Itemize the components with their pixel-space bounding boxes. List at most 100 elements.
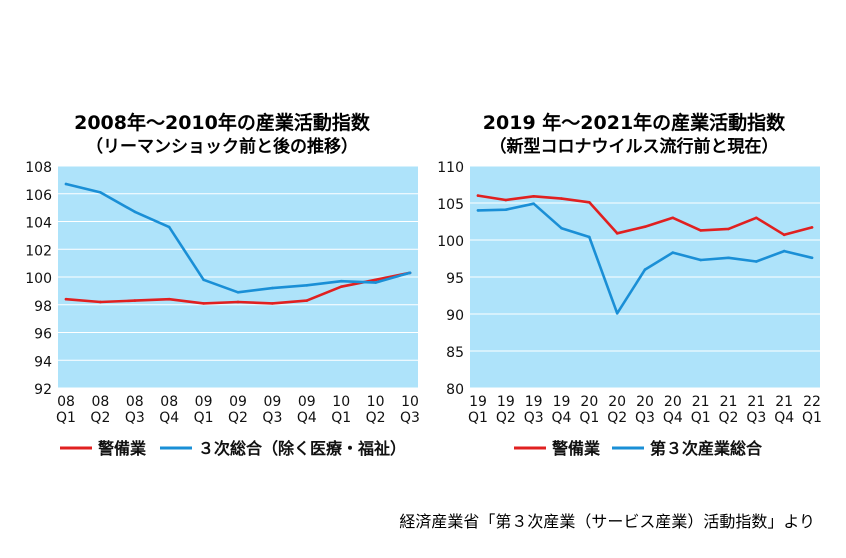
data-point bbox=[643, 225, 647, 228]
chart-right-x-ticks: 19Q119Q219Q319Q420Q120Q220Q320Q421Q121Q2… bbox=[468, 394, 822, 426]
data-point bbox=[671, 216, 675, 220]
x-tick-year: 09 bbox=[263, 394, 281, 410]
data-point bbox=[271, 286, 274, 290]
data-point bbox=[202, 302, 205, 305]
x-tick-quarter: Q3 bbox=[262, 410, 282, 426]
data-point bbox=[615, 311, 619, 315]
y-tick-label: 105 bbox=[437, 197, 464, 213]
x-tick-quarter: Q2 bbox=[607, 410, 627, 426]
chart-right-y-ticks: 80 85 90 95 100 105 110 bbox=[437, 160, 464, 398]
data-point bbox=[305, 284, 309, 287]
x-tick-year: 20 bbox=[608, 394, 626, 410]
x-tick-quarter: Q4 bbox=[297, 410, 317, 426]
y-tick-label: 90 bbox=[446, 308, 464, 324]
data-point bbox=[755, 260, 758, 263]
data-point bbox=[727, 256, 730, 260]
y-tick-label: 85 bbox=[446, 345, 464, 361]
x-tick-year: 21 bbox=[720, 394, 738, 410]
x-tick-quarter: Q1 bbox=[579, 410, 599, 426]
x-tick-quarter: Q1 bbox=[194, 410, 214, 426]
x-tick-year: 10 bbox=[401, 394, 419, 410]
x-tick-quarter: Q4 bbox=[663, 410, 683, 426]
y-tick-label: 96 bbox=[34, 327, 52, 343]
data-point bbox=[615, 232, 619, 235]
x-tick-year: 10 bbox=[367, 394, 385, 410]
y-tick-label: 98 bbox=[34, 299, 52, 315]
x-tick-quarter: Q3 bbox=[125, 410, 145, 426]
chart-right: 2019 年～2021年の産業活動指数 （新型コロナウイルス流行前と現在） 80… bbox=[437, 111, 822, 458]
x-tick-quarter: Q3 bbox=[746, 410, 766, 426]
data-point bbox=[560, 197, 563, 200]
chart-left-series bbox=[64, 182, 412, 305]
chart-left: 2008年～2010年の産業活動指数 （リーマンショック前と後の推移） 92 94… bbox=[25, 111, 420, 458]
data-point bbox=[699, 229, 702, 232]
data-point bbox=[643, 268, 647, 271]
chart-left-x-ticks: 08Q108Q208Q308Q409Q109Q209Q309Q410Q110Q2… bbox=[56, 394, 420, 426]
data-point bbox=[339, 285, 343, 289]
x-tick-quarter: Q2 bbox=[719, 410, 739, 426]
chart-left-title: 2008年～2010年の産業活動指数 bbox=[74, 111, 371, 134]
y-tick-label: 94 bbox=[34, 354, 52, 370]
data-point bbox=[271, 302, 274, 305]
x-tick-year: 21 bbox=[775, 394, 793, 410]
x-tick-quarter: Q2 bbox=[228, 410, 248, 426]
data-point bbox=[339, 279, 343, 283]
x-tick-year: 08 bbox=[160, 394, 178, 410]
data-point bbox=[167, 225, 171, 229]
chart-left-gridlines bbox=[58, 165, 418, 389]
data-point bbox=[727, 227, 730, 231]
data-point bbox=[236, 300, 240, 304]
x-tick-year: 19 bbox=[525, 394, 543, 410]
data-point bbox=[476, 209, 480, 212]
data-point bbox=[236, 290, 240, 294]
data-point bbox=[374, 278, 377, 282]
x-tick-quarter: Q1 bbox=[468, 410, 488, 426]
x-tick-year: 20 bbox=[580, 394, 598, 410]
x-tick-year: 22 bbox=[803, 394, 821, 410]
x-tick-quarter: Q1 bbox=[56, 410, 76, 426]
x-tick-year: 09 bbox=[195, 394, 213, 410]
chart-right-subtitle: （新型コロナウイルス流行前と現在） bbox=[490, 136, 779, 157]
y-tick-label: 80 bbox=[446, 382, 464, 398]
x-tick-quarter: Q4 bbox=[159, 410, 179, 426]
data-point bbox=[532, 195, 535, 198]
legend-label: 警備業 bbox=[551, 439, 601, 458]
chart-right-legend: 警備業 第３次産業総合 bbox=[514, 439, 763, 458]
data-point bbox=[64, 297, 68, 301]
data-point bbox=[588, 200, 591, 204]
x-tick-year: 21 bbox=[747, 394, 765, 410]
data-point bbox=[755, 216, 758, 220]
x-tick-year: 21 bbox=[692, 394, 710, 410]
y-tick-label: 104 bbox=[25, 216, 52, 232]
x-tick-quarter: Q3 bbox=[524, 410, 544, 426]
x-tick-year: 19 bbox=[553, 394, 571, 410]
x-tick-year: 10 bbox=[332, 394, 350, 410]
x-tick-year: 19 bbox=[469, 394, 487, 410]
chart-left-legend: 警備業 ３次総合（除く医療・福祉） bbox=[60, 439, 406, 458]
x-tick-year: 20 bbox=[664, 394, 682, 410]
chart-left-subtitle: （リーマンショック前と後の推移） bbox=[86, 136, 358, 157]
data-point bbox=[504, 208, 508, 211]
x-tick-quarter: Q4 bbox=[552, 410, 572, 426]
x-tick-quarter: Q3 bbox=[400, 410, 420, 426]
data-point bbox=[133, 210, 137, 214]
data-point bbox=[588, 235, 591, 239]
x-tick-quarter: Q1 bbox=[331, 410, 351, 426]
y-tick-label: 92 bbox=[34, 382, 52, 398]
x-tick-quarter: Q2 bbox=[366, 410, 386, 426]
y-tick-label: 108 bbox=[25, 160, 52, 176]
x-tick-year: 09 bbox=[298, 394, 316, 410]
chart-left-y-ticks: 92 94 96 98 100 102 104 106 108 bbox=[25, 160, 52, 398]
data-point bbox=[99, 191, 102, 194]
legend-label: 警備業 bbox=[97, 439, 147, 458]
legend-label: ３次総合（除く医療・福祉） bbox=[198, 439, 406, 458]
data-point bbox=[408, 271, 412, 275]
y-tick-label: 95 bbox=[446, 271, 464, 287]
data-point bbox=[671, 251, 675, 254]
x-tick-quarter: Q1 bbox=[802, 410, 822, 426]
x-tick-quarter: Q2 bbox=[496, 410, 516, 426]
data-point bbox=[374, 281, 377, 284]
x-tick-quarter: Q3 bbox=[635, 410, 655, 426]
data-point bbox=[99, 300, 102, 304]
